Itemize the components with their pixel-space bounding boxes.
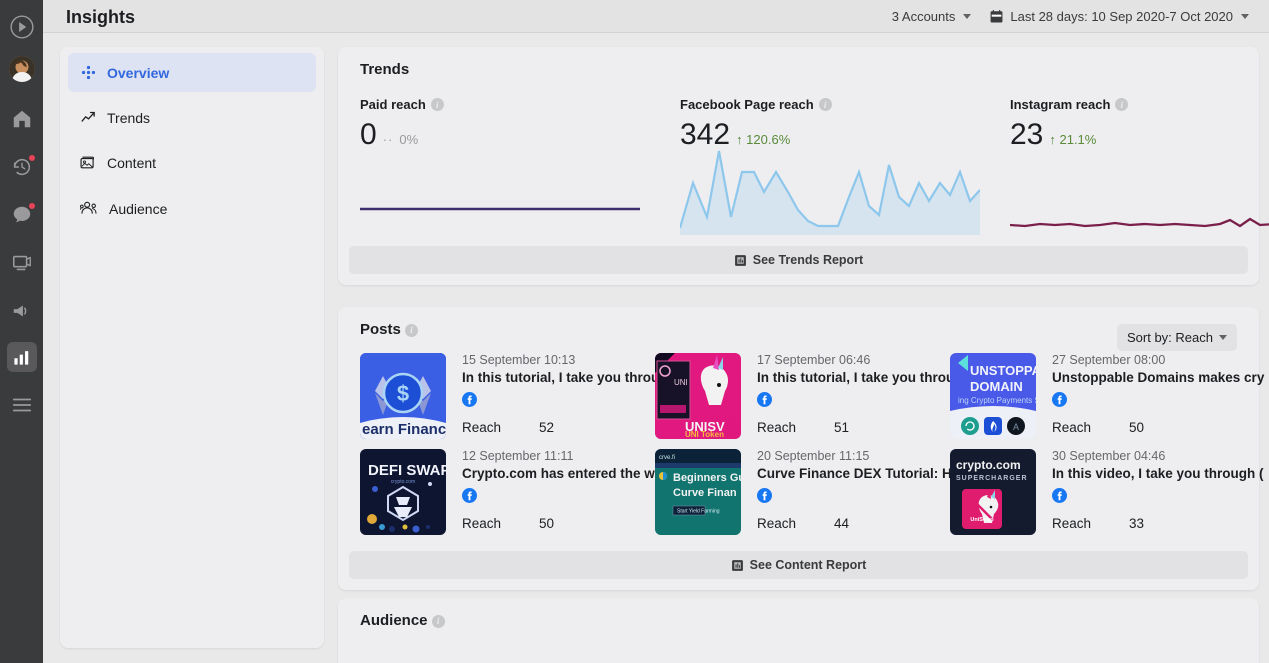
svg-text:Start Yield Farming: Start Yield Farming <box>677 509 720 515</box>
svg-text:crypto.com: crypto.com <box>391 479 415 485</box>
svg-text:ing Crypto Payments S: ing Crypto Payments S <box>958 396 1036 405</box>
svg-text:SUPERCHARGER: SUPERCHARGER <box>956 475 1028 482</box>
svg-text:UNI Token: UNI Token <box>685 430 724 439</box>
svg-text:$: $ <box>397 381 409 406</box>
svg-text:Curve Finan: Curve Finan <box>673 487 737 499</box>
svg-text:crypto.com: crypto.com <box>956 458 1021 472</box>
svg-text:A: A <box>1013 422 1019 432</box>
svg-text:UNI: UNI <box>674 378 688 387</box>
svg-text:earn Financ: earn Financ <box>362 421 446 438</box>
svg-text:UniSwap: UniSwap <box>970 517 994 523</box>
svg-text:Beginners Gui: Beginners Gui <box>673 472 741 484</box>
svg-text:crve.fi: crve.fi <box>659 455 675 461</box>
svg-text:UNSTOPPA: UNSTOPPA <box>970 363 1036 378</box>
svg-text:DEFI SWAP: DEFI SWAP <box>368 462 446 479</box>
svg-text:DOMAIN: DOMAIN <box>970 379 1023 394</box>
